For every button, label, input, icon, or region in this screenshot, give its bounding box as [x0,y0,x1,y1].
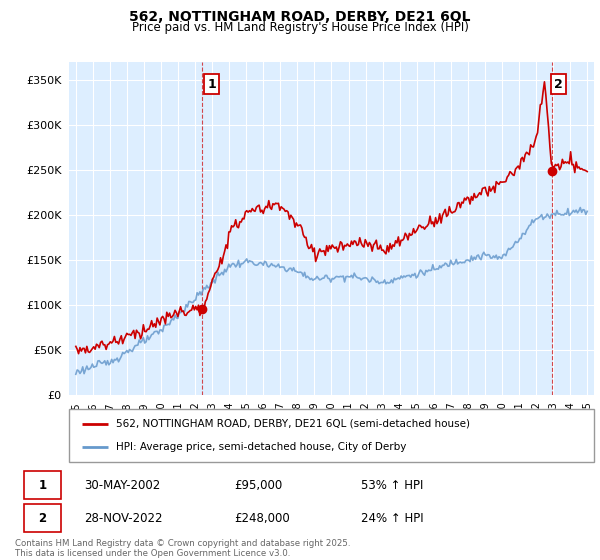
Text: 2: 2 [38,512,46,525]
Text: 30-MAY-2002: 30-MAY-2002 [84,479,160,492]
Text: 2: 2 [554,78,563,91]
Text: £248,000: £248,000 [234,512,290,525]
Text: 1: 1 [207,78,216,91]
Text: HPI: Average price, semi-detached house, City of Derby: HPI: Average price, semi-detached house,… [116,442,407,452]
Text: 53% ↑ HPI: 53% ↑ HPI [361,479,423,492]
Text: £95,000: £95,000 [234,479,282,492]
Text: 562, NOTTINGHAM ROAD, DERBY, DE21 6QL: 562, NOTTINGHAM ROAD, DERBY, DE21 6QL [129,10,471,24]
Bar [23,472,61,499]
Bar [23,505,61,532]
Text: 1: 1 [38,479,46,492]
Text: 24% ↑ HPI: 24% ↑ HPI [361,512,423,525]
Text: 28-NOV-2022: 28-NOV-2022 [84,512,163,525]
Text: Contains HM Land Registry data © Crown copyright and database right 2025.
This d: Contains HM Land Registry data © Crown c… [15,539,350,558]
Text: 562, NOTTINGHAM ROAD, DERBY, DE21 6QL (semi-detached house): 562, NOTTINGHAM ROAD, DERBY, DE21 6QL (s… [116,419,470,429]
Text: Price paid vs. HM Land Registry's House Price Index (HPI): Price paid vs. HM Land Registry's House … [131,21,469,34]
